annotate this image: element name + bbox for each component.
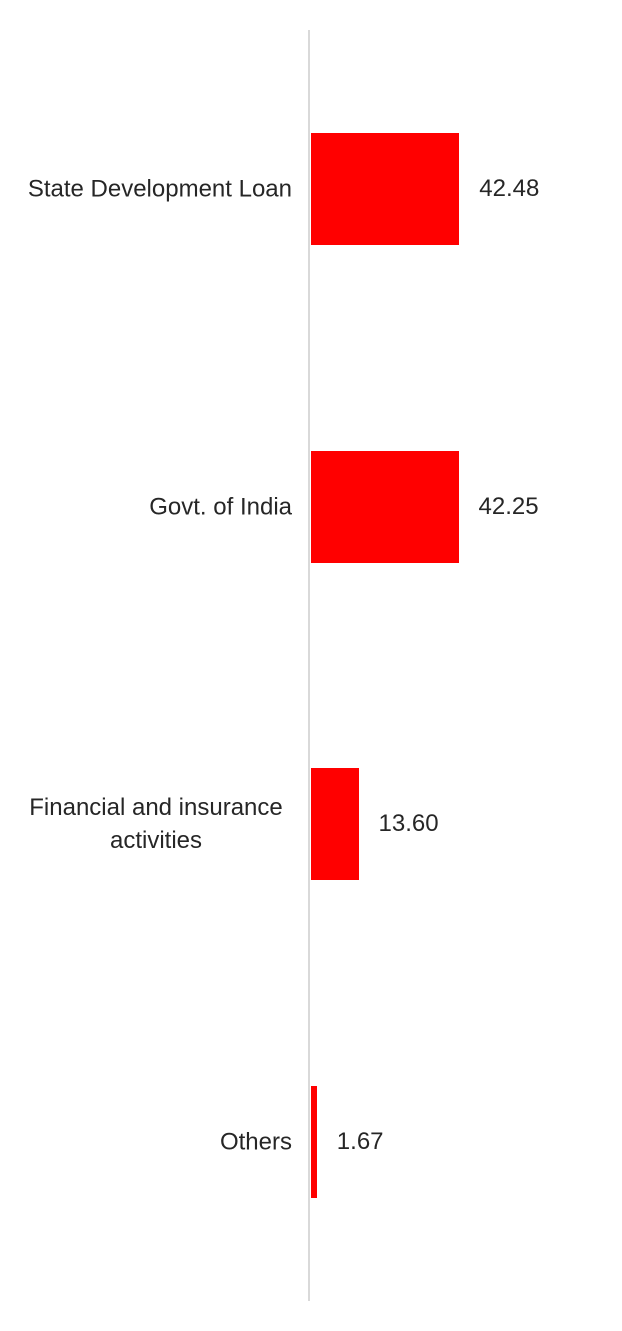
bar-row: Financial and insurance activities 13.60 — [0, 666, 622, 984]
bar-row: Others 1.67 — [0, 983, 622, 1301]
value-label-others: 1.67 — [336, 1128, 384, 1156]
bar-govt-of-india — [311, 450, 459, 563]
category-label-others: Others — [219, 1128, 292, 1156]
bar-row: Govt. of India 42.25 — [0, 348, 622, 666]
value-label-financial-insurance-activities: 13.60 — [378, 810, 439, 838]
category-label-financial-insurance-activities: Financial and insurance activities — [29, 794, 283, 855]
category-axis-line — [308, 30, 310, 1301]
bar-state-development-loan — [311, 132, 460, 245]
bar-financial-insurance-activities — [311, 768, 359, 881]
value-label-state-development-loan: 42.48 — [479, 174, 540, 202]
category-label-state-development-loan: State Development Loan — [27, 175, 292, 203]
category-label-govt-of-india: Govt. of India — [149, 493, 292, 521]
bar-row: State Development Loan 42.48 — [0, 30, 622, 348]
value-label-govt-of-india: 42.25 — [478, 492, 539, 520]
bar-others — [311, 1086, 317, 1199]
